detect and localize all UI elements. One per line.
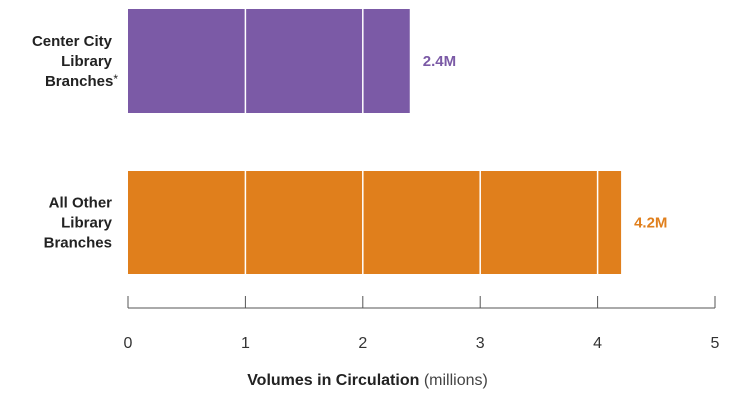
- x-tick-label: 0: [124, 335, 133, 352]
- x-axis-title: Volumes in Circulation (millions): [0, 372, 735, 390]
- x-axis-unit: (millions): [423, 372, 488, 389]
- x-axis: 0 1 2 3 4 5: [124, 296, 720, 352]
- bar-2: [128, 171, 622, 274]
- x-tick-label: 2: [358, 335, 367, 352]
- value-label-1: 2.4M: [423, 53, 456, 70]
- value-label-2: 4.2M: [634, 215, 667, 232]
- category-label-2-line-2: Library: [61, 215, 113, 232]
- bar-1: [128, 9, 410, 113]
- x-tick-label: 1: [241, 335, 250, 352]
- x-tick-label: 3: [476, 335, 485, 352]
- x-axis-label: Volumes in Circulation: [247, 372, 420, 389]
- bars-group: [128, 9, 622, 274]
- x-tick-label: 4: [593, 335, 602, 352]
- category-label-1-line-3: Branches*: [45, 72, 118, 90]
- category-label-2-line-3: Branches: [44, 235, 112, 252]
- footnote-mark: *: [113, 72, 118, 86]
- category-label-1-line-1: Center City: [32, 33, 113, 50]
- value-labels: 2.4M 4.2M: [423, 53, 668, 232]
- category-label-2-line-1: All Other: [49, 195, 113, 212]
- x-tick-label: 5: [711, 335, 720, 352]
- category-label-1-line-2: Library: [61, 53, 113, 70]
